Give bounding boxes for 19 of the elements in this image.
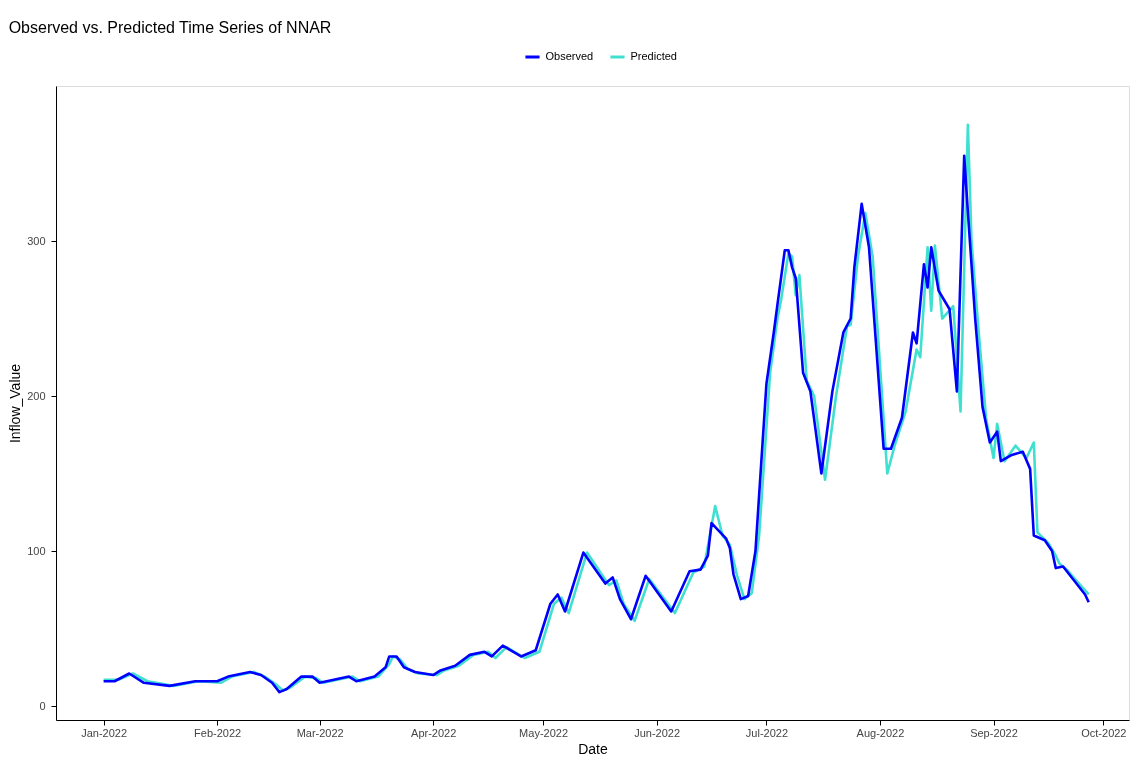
y-tick-label: 100 <box>27 544 46 557</box>
x-tick-label: Feb-2022 <box>194 726 242 739</box>
x-tick-label: Jun-2022 <box>634 726 681 739</box>
legend-label: Predicted <box>630 50 677 62</box>
x-tick-label: Mar-2022 <box>296 726 344 739</box>
x-tick-label: May-2022 <box>519 726 569 739</box>
y-tick-label: 0 <box>39 699 46 712</box>
legend-label: Observed <box>545 50 594 62</box>
x-tick-label: Jul-2022 <box>745 726 789 739</box>
x-axis-title: Date <box>578 740 608 757</box>
chart-title: Observed vs. Predicted Time Series of NNAR <box>8 19 332 36</box>
x-tick-label: Sep-2022 <box>970 726 1018 739</box>
y-tick-label: 200 <box>27 389 46 402</box>
y-tick-label: 300 <box>27 234 46 247</box>
x-tick-label: Oct-2022 <box>1081 726 1127 739</box>
x-tick-label: Jan-2022 <box>81 726 128 739</box>
x-tick-label: Apr-2022 <box>411 726 457 739</box>
y-axis-title: Inflow_Value <box>7 363 24 444</box>
x-tick-label: Aug-2022 <box>856 726 905 739</box>
